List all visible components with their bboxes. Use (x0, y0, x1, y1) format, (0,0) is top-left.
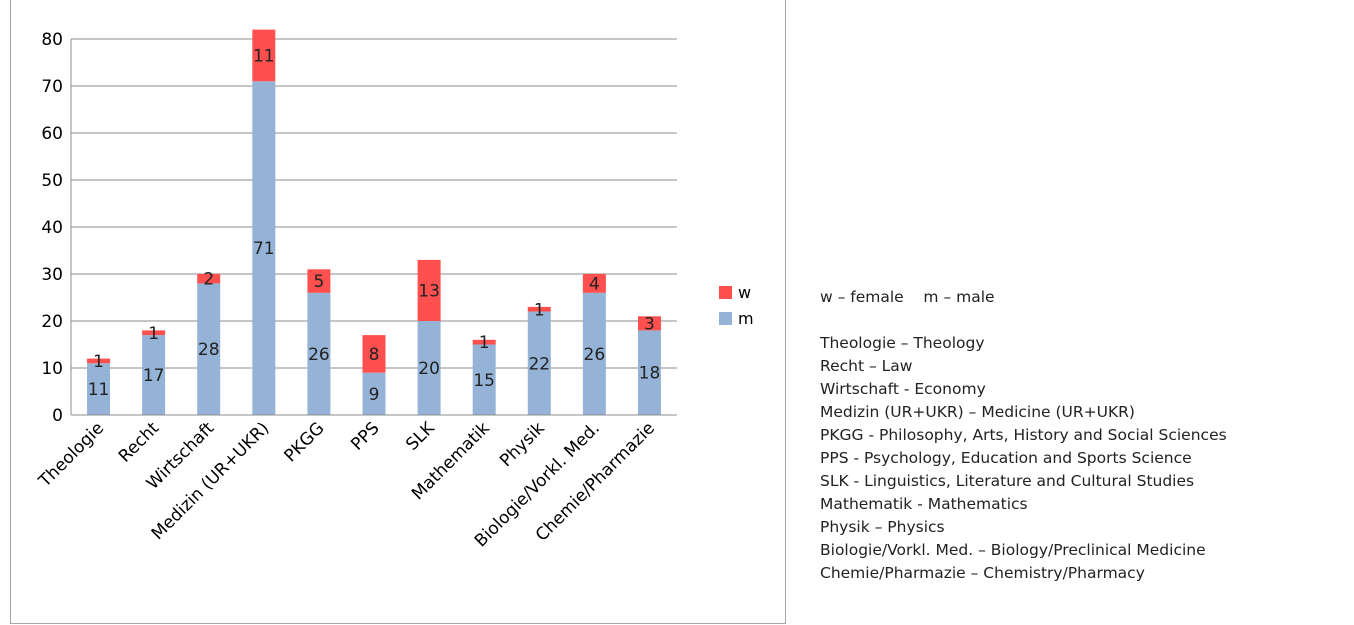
bar-w (142, 330, 166, 336)
bar-m (362, 372, 386, 415)
data-label-m: 9 (369, 385, 380, 405)
translation-line: Biologie/Vorkl. Med. – Biology/Preclinic… (820, 541, 1206, 559)
bar-w (362, 335, 386, 373)
data-label-m: 18 (639, 364, 661, 384)
x-tick-label: PPS (347, 418, 383, 454)
x-tick-label: PKGG (281, 418, 329, 466)
data-label-w: 4 (589, 274, 600, 294)
data-label-w: 1 (93, 352, 104, 372)
y-tick-label: 0 (52, 406, 63, 426)
bar-w (307, 269, 331, 293)
bar-w (252, 29, 276, 82)
data-label-m: 20 (418, 359, 440, 379)
stacked-bar-chart: 01020304050607080111Theologie171Recht282… (34, 29, 754, 551)
bar-m (197, 283, 221, 415)
bar-m (87, 363, 111, 415)
data-label-w: 13 (418, 281, 440, 301)
data-label-w: 8 (369, 345, 380, 365)
translation-line: Chemie/Pharmazie – Chemistry/Pharmacy (820, 564, 1145, 582)
bar-w (87, 358, 111, 364)
y-tick-label: 40 (41, 218, 63, 238)
data-label-w: 11 (253, 46, 275, 66)
y-tick-label: 10 (41, 359, 63, 379)
chart-frame: 0 10 20 30 40 50 60 70 80 11 1 Theologie 17 1 Recht 28 2… (10, 0, 786, 624)
x-tick-label: Theologie (34, 418, 108, 492)
data-label-w: 1 (534, 300, 545, 320)
x-tick-label: SLK (402, 418, 439, 455)
bar-m (417, 321, 441, 415)
data-label-m: 71 (253, 239, 275, 259)
legend-swatch-w (719, 286, 732, 299)
bar-m (582, 292, 606, 415)
bar-w (637, 316, 661, 331)
y-tick-label: 20 (41, 312, 63, 332)
bar-m (527, 311, 551, 415)
y-tick-label: 80 (41, 30, 63, 50)
data-label-w: 1 (148, 324, 159, 344)
x-tick-label: Physik (496, 418, 549, 471)
bar-w (472, 339, 496, 345)
data-label-w: 3 (644, 314, 655, 334)
translation-line: Recht – Law (820, 357, 913, 375)
bar-w (582, 274, 606, 293)
data-label-w: 2 (203, 270, 214, 290)
y-tick-label: 70 (41, 77, 63, 97)
data-label-m: 26 (584, 345, 606, 365)
bar-w (417, 259, 441, 321)
data-label-m: 26 (308, 345, 330, 365)
y-tick-label: 50 (41, 171, 63, 191)
data-label-w: 5 (313, 272, 324, 292)
translation-line: Mathematik - Mathematics (820, 495, 1028, 513)
category-translation-list: Theologie – Theology Recht – Law Wirtschaf… (820, 332, 1350, 585)
data-label-m: 15 (473, 371, 495, 391)
data-label-m: 17 (143, 366, 165, 386)
y-tick-label: 30 (41, 265, 63, 285)
y-tick-label: 60 (41, 124, 63, 144)
translation-line: Theologie – Theology (820, 334, 985, 352)
bar-m (307, 292, 331, 415)
translation-line: Medizin (UR+UKR) – Medicine (UR+UKR) (820, 403, 1135, 421)
legend-swatch-m (719, 312, 732, 325)
bar-w (197, 274, 221, 284)
translation-notes: w – female m – male Theologie – Theology… (820, 286, 1350, 585)
bar-m (472, 344, 496, 415)
bar-w (527, 306, 551, 312)
gender-key-line: w – female m – male (820, 288, 995, 306)
translation-line: Physik – Physics (820, 518, 945, 536)
translation-line: Wirtschaft - Economy (820, 380, 986, 398)
data-label-w: 1 (479, 333, 490, 353)
translation-line: SLK - Linguistics, Literature and Cultur… (820, 472, 1195, 490)
translation-line: PPS - Psychology, Education and Sports S… (820, 449, 1192, 467)
translation-line: PKGG - Philosophy, Arts, History and Soc… (820, 426, 1227, 444)
data-label-m: 11 (88, 380, 110, 400)
data-label-m: 22 (528, 354, 550, 374)
bar-m (142, 335, 166, 415)
x-tick-label: Recht (115, 418, 164, 467)
bar-m (637, 330, 661, 415)
bar-m (252, 81, 276, 416)
data-label-m: 28 (198, 340, 220, 360)
legend-label-m: m (738, 309, 754, 328)
legend-label-w: w (738, 283, 751, 302)
